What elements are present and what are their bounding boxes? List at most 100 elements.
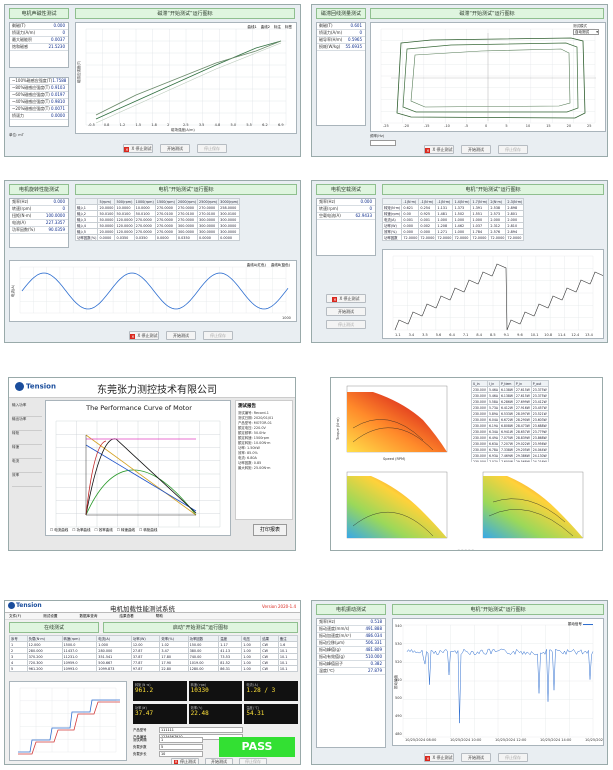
- side-legend-item[interactable]: 转速: [12, 445, 42, 459]
- param-row: 扭矩(N·m) 100.0000: [10, 213, 68, 220]
- curve-toggle[interactable]: ☐ 功率曲线: [72, 528, 91, 532]
- table-cell: 0.0000: [197, 234, 220, 241]
- power-curve: [85, 438, 197, 516]
- param-row: 电流(A) 227.3357: [10, 220, 68, 227]
- current-wave-plot: 电流(A) 1000 曲线A(红色) 曲线B(蓝色): [9, 260, 297, 322]
- stop-save-button[interactable]: 停止保存: [197, 144, 227, 153]
- table-cell: 1.00: [241, 665, 262, 672]
- current-curve: [85, 444, 197, 512]
- start-test-button[interactable]: 开始测试: [160, 144, 190, 153]
- table-cell: 24.216W: [530, 458, 549, 462]
- x-tick-label: 10/25/2024 10:00: [450, 738, 481, 742]
- table-cell: 72.0000: [488, 234, 507, 241]
- numeric-input[interactable]: 10: [159, 751, 203, 757]
- plot-legend: 曲线1 曲线2 标注 标签: [248, 25, 292, 30]
- bh-loop-plot: -25 -20 -15 -10 -5 0 5 10 15 20 25 测试模式 自动测试 ▾: [370, 22, 606, 132]
- power-factor-curve: [85, 440, 107, 516]
- menu-item[interactable]: 帮助: [155, 614, 163, 618]
- close-icon: ✕: [130, 333, 136, 339]
- input-label: 负载步数: [133, 745, 147, 749]
- x-tick-label: 20: [567, 124, 571, 128]
- stop-save-button[interactable]: 停止测试: [326, 320, 366, 329]
- step-chart: 1.1 3.4 3.5 5.6 6.4 7.1 8.4 8.5 9.1 9.6 10.1 10.8 11…: [392, 255, 603, 337]
- x-tick-label: 5.0: [231, 123, 237, 127]
- info-title: 测试报告: [238, 404, 256, 409]
- menu-item[interactable]: 测试设置: [43, 614, 58, 618]
- side-legend-item[interactable]: 电流: [12, 459, 42, 473]
- param-label: 损耗(W/kg): [319, 44, 341, 49]
- start-test-button[interactable]: 开始测试: [326, 307, 366, 316]
- y-axis-label: 振动幅值: [393, 675, 398, 689]
- footer-input[interactable]: [370, 140, 396, 146]
- readout: 温度(℃) 54.31: [244, 704, 298, 724]
- params-panel: 剩磁(T) 0.601 矫顽力(A/m) 0 磁导率(H/m) 0.5965 损耗(W/kg…: [316, 22, 366, 126]
- table-cell: CW: [260, 665, 279, 672]
- param-row: 振动峰值因子 0.382: [317, 661, 385, 668]
- close-icon: ✕: [332, 296, 338, 302]
- param-row: 矫顽力(A/m) 0: [317, 30, 365, 37]
- side-legend-item[interactable]: 转矩: [12, 431, 42, 445]
- param-row: 频率(Hz) 0.000: [317, 199, 375, 206]
- x-axis-label: Speed (RPM): [383, 457, 406, 461]
- y-tick-label: 500: [395, 696, 402, 700]
- start-test-button[interactable]: 开始测试: [205, 758, 233, 764]
- side-legend-item[interactable]: 效率: [12, 473, 42, 487]
- table-cell: 7.600W: [498, 458, 515, 462]
- param-row: ~80%磁感应强度(T) 0.9103: [10, 85, 68, 92]
- curve-toggle[interactable]: ☐ 转速曲线: [116, 528, 136, 532]
- stop-save-button[interactable]: 停止保存: [498, 753, 528, 762]
- param-value: 0.000: [360, 199, 372, 204]
- table-cell: 29.568W: [513, 458, 532, 462]
- param-value: 506.331: [365, 640, 382, 645]
- hysteresis-plot: 磁感应强度(T) 磁场强度(A/m) -0.5 0.8 1.2 1.5 1.8 2 2.5 3…: [75, 22, 297, 134]
- menu-item[interactable]: 文件(F): [9, 614, 22, 618]
- params-panel: 频率(Hz) 0.000 转速(rpm) 0 空载电流(A) 62.9433: [316, 198, 376, 256]
- info-line: 产品型号: MOTOR-01: [238, 421, 272, 425]
- stop-test-button[interactable]: ✕ 停止测试: [171, 758, 199, 764]
- stop-test-button[interactable]: ✕ Ⅹ 停止测试: [129, 331, 159, 340]
- x-tick-label: -25: [383, 124, 389, 128]
- mode-select[interactable]: 自动测试 ▾: [573, 29, 599, 35]
- stop-test-button[interactable]: ✕ Ⅹ 停止测试: [123, 144, 153, 153]
- page-dots[interactable]: ○○○○○: [457, 548, 475, 551]
- stop-test-button[interactable]: ✕ Ⅹ 停止测试: [326, 294, 366, 303]
- param-label: 振动加速度(m/s²): [319, 633, 352, 638]
- y-tick-label: 490: [395, 714, 402, 718]
- param-value: 0.5965: [348, 37, 362, 42]
- start-test-button[interactable]: 开始测试: [461, 145, 491, 154]
- stop-save-button[interactable]: 停止保存: [498, 145, 528, 154]
- results-table: 序号 负载(N·m) 转速(rpm) 电流(A) 功率(W) 效率(%) 功率因数 温度 电压结…: [9, 635, 299, 672]
- curve-toggle[interactable]: ☐ 效率曲线: [94, 528, 113, 532]
- start-test-button[interactable]: 开始测试: [461, 753, 491, 762]
- readout: 转矩(N·m) 961.2: [133, 681, 187, 701]
- stop-test-button[interactable]: ✕ Ⅹ 停止测试: [424, 753, 454, 762]
- param-label: ~60%磁感应强度(T): [12, 92, 50, 97]
- curve-toggle[interactable]: ☐ 电流曲线: [50, 528, 69, 532]
- table-cell: 1280.00: [187, 665, 220, 672]
- stop-test-button[interactable]: ✕ Ⅹ 停止测试: [424, 145, 454, 154]
- table-cell: 10993.0: [61, 665, 98, 672]
- start-test-button[interactable]: 开始测试: [166, 331, 196, 340]
- table-row: 230.00V 6.93A 7.469W 29.386W 24.130W: [471, 452, 549, 459]
- table-cell: 功率因数: [381, 234, 403, 241]
- x-tick-label: 6.2: [262, 123, 268, 127]
- stop-save-button[interactable]: 停止保存: [203, 331, 233, 340]
- curve-toggle[interactable]: ☐ 转矩曲线: [139, 528, 158, 532]
- table-cell: 72.0000: [452, 234, 472, 241]
- param-value: 510.000: [365, 654, 382, 659]
- input-label: 负载步长: [133, 752, 147, 756]
- numeric-input[interactable]: 5: [159, 744, 203, 750]
- readout: 转速(rpm) 10330: [188, 681, 243, 701]
- field-input[interactable]: 111111: [159, 727, 243, 733]
- stop-save-button[interactable]: 停止保存: [239, 758, 267, 764]
- menu-item[interactable]: 数据库查询: [79, 614, 98, 618]
- x-tick-label: 0.8: [104, 123, 110, 127]
- menu-item[interactable]: 结果查看: [119, 614, 134, 618]
- side-legend-item[interactable]: 输入功率: [12, 403, 42, 417]
- print-report-button[interactable]: 打印报表: [253, 524, 287, 536]
- readout: 效率(%) 22.48: [188, 704, 243, 724]
- side-legend-item[interactable]: 输出功率: [12, 417, 42, 431]
- y-axis-label: 磁感应强度(T): [76, 60, 81, 83]
- numeric-input[interactable]: 1: [159, 737, 203, 743]
- x-axis-label: 磁场强度(A/m): [171, 127, 195, 132]
